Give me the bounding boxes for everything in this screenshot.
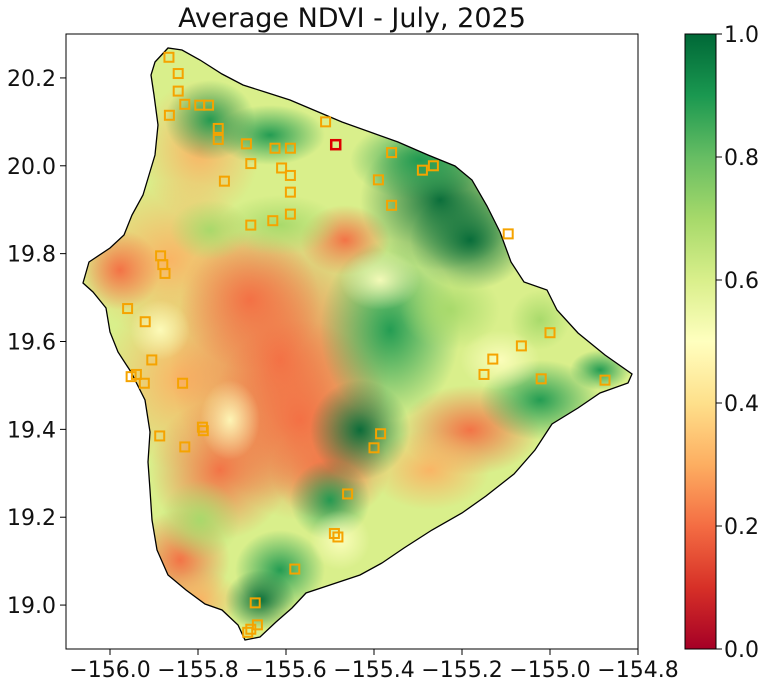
station-marker	[212, 133, 224, 145]
station-marker	[154, 430, 166, 442]
raster-region-27	[170, 200, 250, 260]
map-title: Average NDVI - July, 2025	[178, 3, 526, 34]
station-marker	[289, 563, 301, 575]
station-marker	[502, 228, 514, 240]
y-tick-label: 19.8	[7, 243, 56, 268]
raster-region-30	[160, 480, 240, 560]
x-tick-label: −155.0	[509, 658, 590, 683]
station-marker	[130, 368, 142, 380]
station-marker	[544, 327, 556, 339]
colorbar-tick-label: 0.6	[724, 269, 759, 294]
station-marker	[163, 109, 175, 121]
station-marker	[212, 122, 224, 134]
raster-region-35	[310, 510, 370, 570]
colorbar-tick-label: 0.2	[724, 515, 759, 540]
station-marker	[245, 158, 257, 170]
raster-region-20	[310, 380, 410, 480]
station-marker	[284, 142, 296, 154]
y-tick-label: 20.2	[7, 67, 56, 92]
station-marker	[284, 186, 296, 198]
x-tick-label: −155.4	[333, 658, 414, 683]
station-marker	[138, 377, 150, 389]
raster-region-25	[215, 105, 325, 165]
station-marker	[179, 98, 191, 110]
raster-region-31	[130, 300, 190, 360]
station-marker	[599, 374, 611, 386]
station-marker	[218, 175, 230, 187]
station-marker	[368, 442, 380, 454]
station-marker	[245, 219, 257, 231]
station-marker	[245, 623, 257, 635]
raster-region-26	[220, 195, 340, 255]
station-marker	[320, 116, 332, 128]
station-marker	[515, 340, 527, 352]
station-markers	[122, 51, 611, 638]
station-marker	[139, 316, 151, 328]
x-tick-label: −155.2	[421, 658, 502, 683]
station-marker	[172, 68, 184, 80]
colorbar-tick-label: 0.8	[724, 146, 759, 171]
station-marker	[535, 373, 547, 385]
station-marker	[122, 303, 134, 315]
station-marker	[163, 51, 175, 63]
station-marker	[478, 368, 490, 380]
colorbar-tick-label: 0.0	[724, 638, 759, 663]
station-marker	[203, 99, 215, 111]
station-marker	[332, 531, 344, 543]
raster-region-34	[460, 330, 540, 390]
station-marker	[284, 208, 296, 220]
raster-region-6	[180, 230, 320, 370]
station-marker	[487, 353, 499, 365]
x-tick-label: −156.0	[69, 658, 150, 683]
highlighted-station-marker	[329, 138, 342, 151]
y-tick-label: 20.0	[7, 155, 56, 180]
raster-region-28	[400, 270, 500, 350]
colorbar: 0.0 0.2 0.4 0.6 0.8 1.0	[684, 23, 759, 663]
station-marker	[172, 85, 184, 97]
station-marker	[179, 441, 191, 453]
station-marker	[427, 160, 439, 172]
x-tick-label: −154.8	[597, 658, 678, 683]
station-marker	[416, 164, 428, 176]
y-tick-label: 19.6	[7, 331, 56, 356]
y-axis-ticks: 20.2 20.0 19.8 19.6 19.4 19.2 19.0	[7, 67, 66, 619]
x-axis-ticks: −156.0 −155.8 −155.6 −155.4 −155.2 −155.0 −154…	[69, 649, 679, 683]
station-marker	[386, 147, 398, 159]
station-marker	[375, 428, 387, 440]
y-tick-label: 19.0	[7, 594, 56, 619]
station-marker	[146, 354, 158, 366]
colorbar-tick-label: 1.0	[724, 23, 759, 48]
y-tick-label: 19.4	[7, 418, 56, 443]
station-marker	[197, 425, 209, 437]
station-marker	[177, 377, 189, 389]
station-marker	[249, 597, 261, 609]
y-tick-label: 19.2	[7, 506, 56, 531]
station-marker	[276, 162, 288, 174]
raster-region-33	[340, 250, 420, 310]
station-marker	[159, 267, 171, 279]
station-marker	[284, 169, 296, 181]
colorbar-ticks: 0.0 0.2 0.4 0.6 0.8 1.0	[716, 23, 759, 663]
raster-region-32	[200, 380, 260, 460]
x-tick-label: −155.8	[157, 658, 238, 683]
station-marker	[240, 138, 252, 150]
x-tick-label: −155.6	[245, 658, 326, 683]
colorbar-tick-label: 0.4	[724, 392, 759, 417]
station-marker	[372, 174, 384, 186]
colorbar-gradient	[684, 33, 717, 650]
station-marker	[269, 142, 281, 154]
station-marker	[242, 626, 254, 638]
station-marker	[267, 215, 279, 227]
station-marker	[386, 199, 398, 211]
station-marker	[342, 488, 354, 500]
map-axes: −156.0 −155.8 −155.6 −155.4 −155.2 −155.0 −154…	[7, 33, 679, 683]
island-coastline	[82, 47, 633, 641]
